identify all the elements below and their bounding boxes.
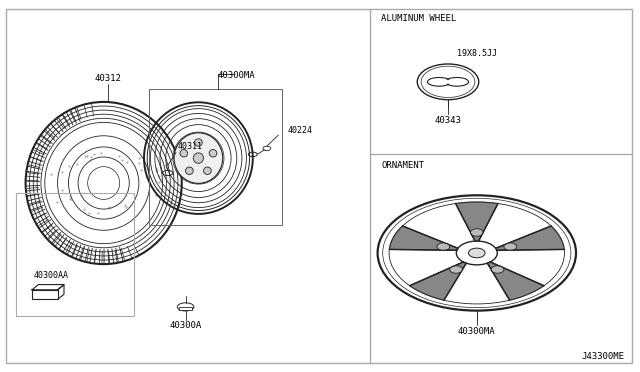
Text: 40343: 40343 [435, 116, 461, 125]
Ellipse shape [209, 150, 217, 157]
Text: 40312: 40312 [94, 74, 121, 83]
Circle shape [450, 266, 463, 273]
Circle shape [437, 243, 450, 250]
Bar [179, 307, 192, 310]
Bar [149, 89, 282, 225]
Ellipse shape [193, 153, 204, 163]
Text: 40300AA: 40300AA [34, 271, 69, 280]
Ellipse shape [195, 139, 202, 146]
Circle shape [491, 266, 504, 273]
Circle shape [504, 243, 516, 250]
Ellipse shape [180, 150, 188, 157]
Circle shape [468, 248, 485, 258]
Text: 40300MA: 40300MA [458, 327, 495, 336]
Text: 40300A: 40300A [170, 321, 202, 330]
Bar [16, 193, 134, 316]
Text: 40311: 40311 [178, 142, 203, 151]
Polygon shape [389, 226, 458, 250]
Polygon shape [487, 262, 544, 300]
Text: ALUMINUM WHEEL: ALUMINUM WHEEL [381, 14, 457, 23]
Ellipse shape [174, 133, 223, 183]
Polygon shape [495, 226, 564, 250]
Bar [32, 290, 58, 299]
Text: J43300ME: J43300ME [581, 352, 624, 361]
Text: ORNAMENT: ORNAMENT [381, 161, 424, 170]
Circle shape [470, 229, 483, 236]
Text: 40300MA: 40300MA [218, 71, 255, 80]
Polygon shape [456, 202, 498, 241]
Ellipse shape [186, 167, 193, 174]
Text: 19X8.5JJ: 19X8.5JJ [457, 49, 497, 58]
Text: 40224: 40224 [288, 126, 313, 135]
Polygon shape [410, 262, 467, 300]
Ellipse shape [204, 167, 211, 174]
